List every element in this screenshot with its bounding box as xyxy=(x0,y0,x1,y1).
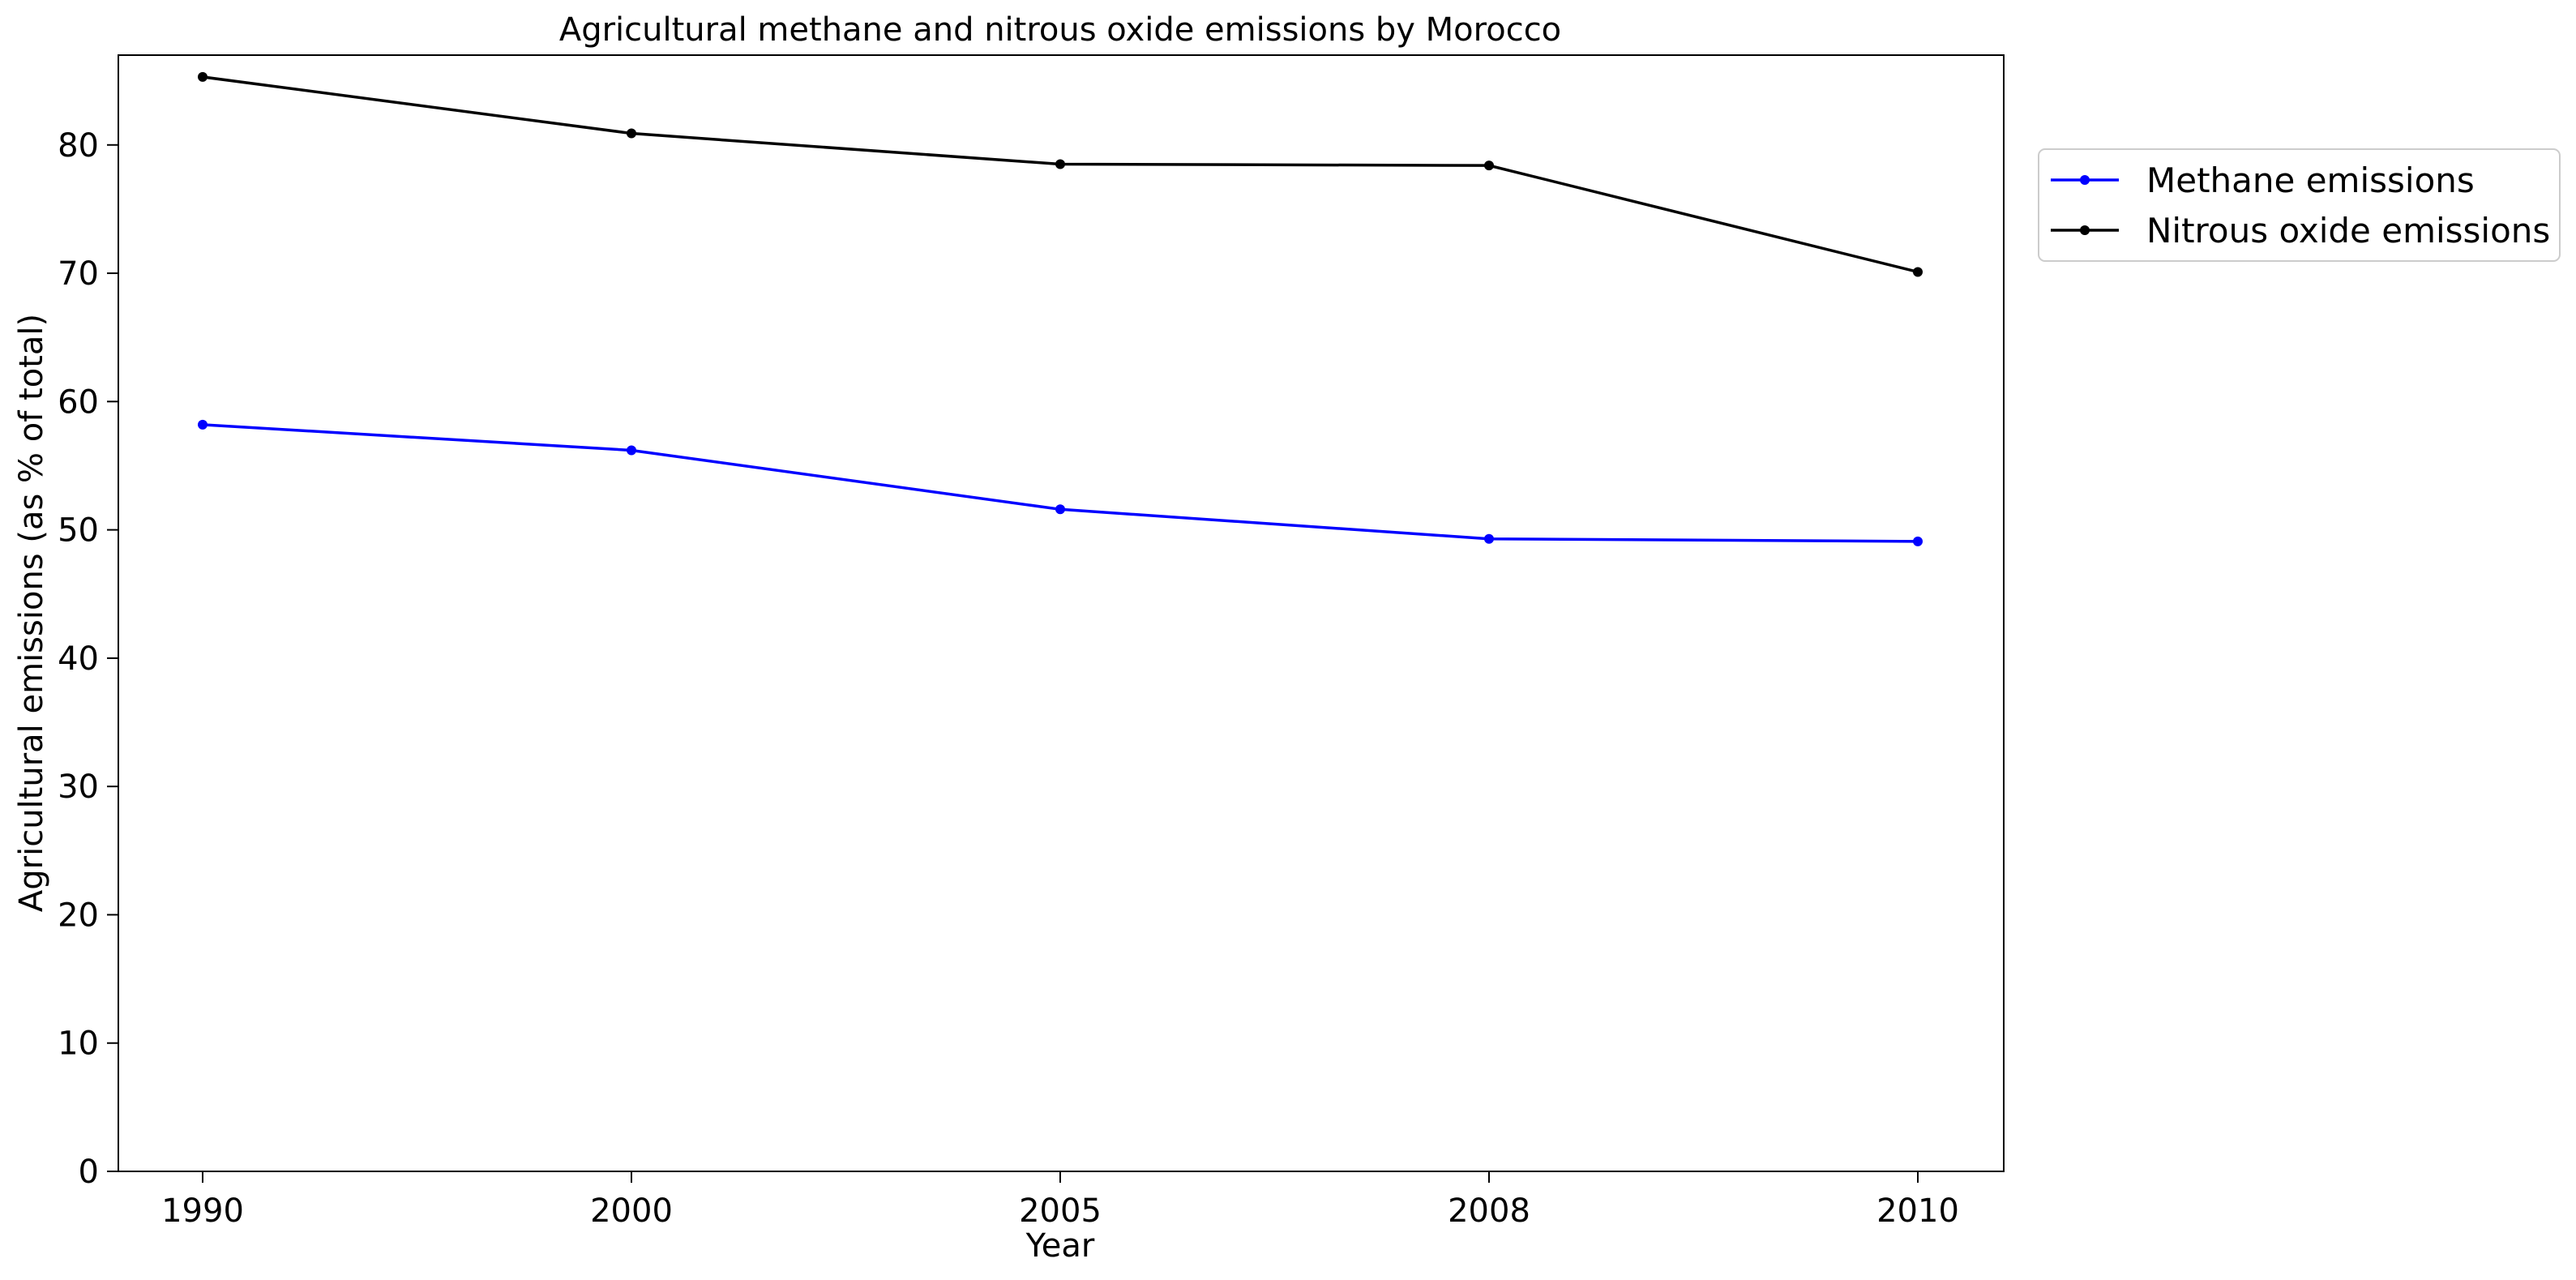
chart-title: Agricultural methane and nitrous oxide e… xyxy=(559,11,1561,49)
series-layer xyxy=(198,71,1923,546)
data-point xyxy=(1055,504,1065,515)
y-tick-label: 60 xyxy=(58,383,99,421)
y-tick-label: 50 xyxy=(58,512,99,550)
y-tick-label: 40 xyxy=(58,640,99,678)
legend: Methane emissions Nitrous oxide emissions xyxy=(2038,148,2561,262)
series-line-0 xyxy=(202,423,1919,543)
legend-frame xyxy=(2038,148,2561,262)
data-point xyxy=(1913,536,1923,546)
x-tick-label: 2008 xyxy=(1448,1192,1530,1230)
y-tick-label: 10 xyxy=(58,1025,99,1063)
x-axis-label: Year xyxy=(1025,1227,1095,1265)
y-axis-ticks: 0 10 20 30 40 50 60 70 80 xyxy=(58,127,118,1191)
legend-marker xyxy=(2080,175,2090,185)
y-tick-label: 0 xyxy=(79,1154,99,1191)
y-tick-label: 80 xyxy=(58,127,99,165)
x-tick-label: 1990 xyxy=(161,1192,244,1230)
y-tick-label: 20 xyxy=(58,897,99,934)
data-point xyxy=(1484,533,1494,544)
x-tick-label: 2010 xyxy=(1876,1192,1959,1230)
legend-entries: Methane emissions Nitrous oxide emissions xyxy=(2051,161,2550,250)
x-axis-ticks: 1990 2000 2005 2008 2010 xyxy=(161,1171,1959,1230)
data-point xyxy=(627,445,636,456)
data-point xyxy=(627,128,636,139)
data-point xyxy=(198,71,208,82)
data-point xyxy=(1484,161,1494,171)
x-tick-label: 2000 xyxy=(590,1192,673,1230)
legend-label: Methane emissions xyxy=(2146,161,2475,200)
data-point xyxy=(198,419,208,430)
data-point xyxy=(1055,159,1065,169)
y-axis-label: Agricultural emissions (as % of total) xyxy=(13,314,50,912)
x-tick-label: 2005 xyxy=(1019,1192,1102,1230)
legend-label: Nitrous oxide emissions xyxy=(2146,211,2550,250)
y-tick-label: 70 xyxy=(58,255,99,293)
data-point xyxy=(1913,267,1923,277)
y-tick-label: 30 xyxy=(58,768,99,806)
legend-marker xyxy=(2080,225,2090,235)
series-line-1 xyxy=(202,75,1919,274)
